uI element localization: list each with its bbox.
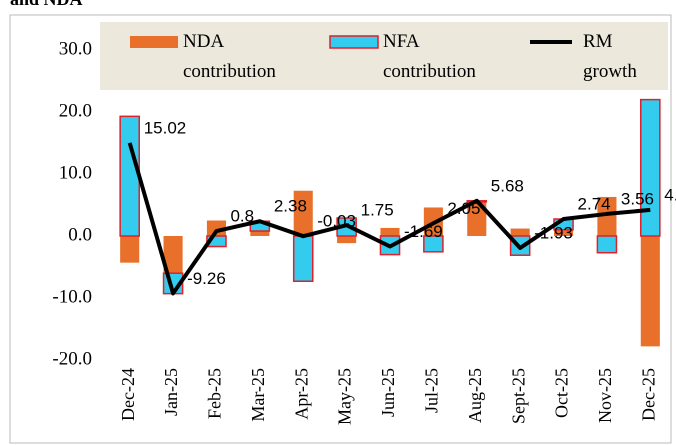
x-tick-label: Aug-25: [465, 368, 485, 423]
legend-label: NDA contribution: [183, 31, 276, 82]
plot: [119, 98, 661, 347]
x-tick-label: Sept-25: [508, 368, 528, 424]
data-label: -1.69: [404, 222, 443, 241]
bar: [337, 236, 357, 244]
x-tick-label: Dec-24: [118, 368, 138, 421]
data-label: 1.75: [361, 201, 394, 220]
bar: [206, 220, 227, 236]
line: [127, 142, 651, 296]
data-label: 15.02: [144, 118, 187, 137]
bar: [596, 235, 618, 254]
bar: [640, 236, 660, 347]
legend-label: NFA contribution: [383, 31, 476, 82]
chart-title: and NDA: [10, 0, 83, 10]
data-label: 2.74: [578, 194, 611, 213]
data-label: 2.05: [447, 199, 480, 218]
x-tick-label: Mar-25: [248, 368, 268, 422]
bar: [467, 201, 487, 236]
data-label: 3.56: [621, 189, 654, 208]
data-label: -0.03: [317, 212, 356, 231]
bar: [120, 236, 140, 263]
bar: [250, 231, 270, 236]
bar: [292, 235, 314, 283]
bar: [293, 190, 313, 236]
y-tick-label: -20.0: [52, 348, 92, 369]
chart-border: [9, 14, 672, 444]
y-tick-label: 10.0: [59, 162, 92, 183]
bar: [163, 236, 183, 274]
x-tick-label: Jul-25: [422, 368, 442, 413]
x-tick-label: Nov-25: [595, 368, 615, 423]
data-label: 5.68: [491, 176, 524, 195]
x-tick-label: May-25: [335, 368, 355, 425]
bar: [119, 115, 140, 237]
legend-label: RM growth: [583, 31, 637, 82]
y-tick-label: 30.0: [59, 38, 92, 59]
bar: [380, 227, 400, 236]
bar: [597, 196, 617, 236]
bar: [553, 229, 574, 236]
x-tick-label: Jan-25: [161, 368, 181, 416]
legend-swatch: [130, 36, 178, 48]
data-label: -9.26: [187, 269, 226, 288]
bar: [640, 98, 661, 237]
x-tick-label: Jun-25: [378, 368, 398, 417]
x-tick-label: Feb-25: [205, 368, 225, 419]
x-tick-label: Dec-25: [638, 368, 658, 421]
legend-box: [100, 22, 668, 90]
y-tick-label: -10.0: [52, 286, 92, 307]
data-label: 4.21: [664, 185, 676, 204]
bar: [510, 228, 530, 236]
data-label: 0.8: [230, 207, 254, 226]
x-tick-label: Apr-25: [291, 368, 311, 420]
data-label: 2.38: [274, 197, 307, 216]
y-tick-label: 20.0: [59, 100, 92, 121]
x-tick-label: Oct-25: [552, 368, 572, 418]
legend-swatch: [329, 35, 379, 49]
data-label: -1.93: [534, 223, 573, 242]
bar: [423, 235, 444, 253]
y-tick-label: 0.0: [68, 224, 92, 245]
